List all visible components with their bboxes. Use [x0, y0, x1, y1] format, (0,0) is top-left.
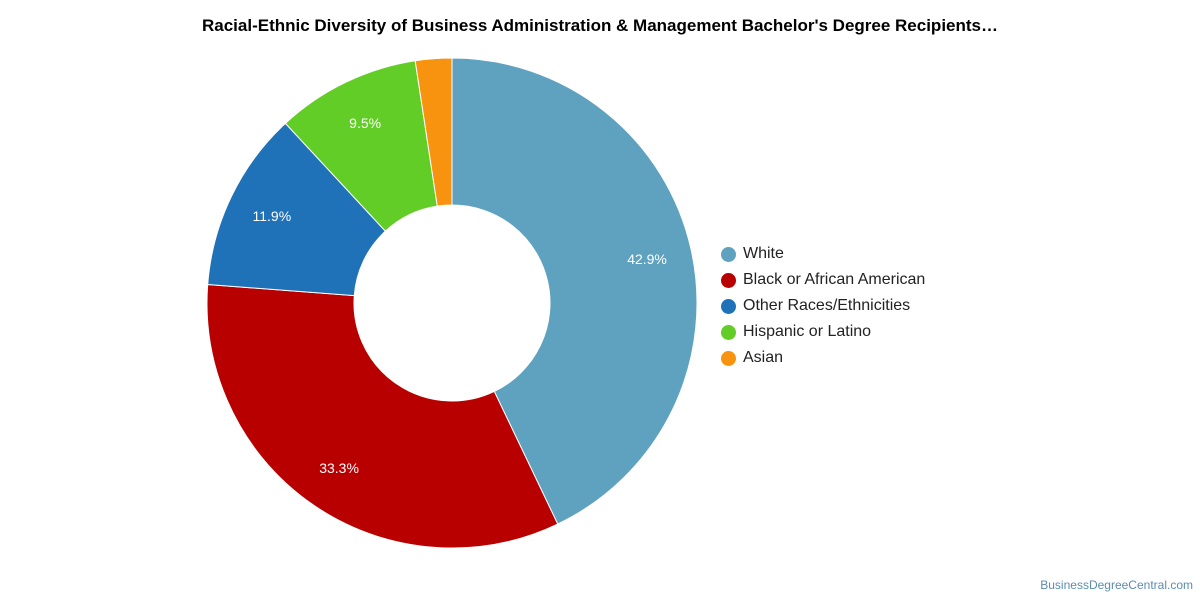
legend-item-asian[interactable]: Asian: [721, 345, 925, 371]
legend-label: Other Races/Ethnicities: [743, 297, 911, 314]
chart-title: Racial-Ethnic Diversity of Business Admi…: [201, 16, 998, 35]
legend-label: Hispanic or Latino: [743, 323, 872, 340]
slice-label-group: 42.9% 33.3% 11.9% 9.5%: [253, 115, 667, 476]
legend-swatch: [721, 324, 736, 340]
slice-label-other-races-ethnicities: 11.9%: [253, 208, 292, 224]
slice-other-races-ethnicities[interactable]: [207, 122, 387, 297]
legend-swatch: [721, 350, 736, 366]
slice-group: [206, 57, 698, 549]
legend-swatch: [721, 272, 736, 288]
slice-white[interactable]: [451, 57, 698, 525]
legend: White Black or African American Other Race…: [721, 241, 925, 371]
slice-label-hispanic-or-latino: 9.5%: [349, 115, 381, 131]
legend-swatch: [721, 246, 736, 262]
slice-label-white: 42.9%: [627, 251, 667, 267]
legend-item-white[interactable]: White: [721, 241, 925, 267]
slice-black-or-african-american[interactable]: [206, 284, 559, 549]
slice-label-black-or-african-american: 33.3%: [319, 460, 359, 476]
slice-asian[interactable]: [414, 57, 453, 207]
legend-swatch: [721, 298, 736, 314]
legend-label: Asian: [743, 349, 784, 366]
legend-item-black-or-african-american[interactable]: Black or African American: [721, 267, 925, 293]
legend-label: White: [743, 245, 784, 262]
legend-item-hispanic-or-latino[interactable]: Hispanic or Latino: [721, 319, 925, 345]
legend-label: Black or African American: [743, 271, 926, 288]
source-watermark[interactable]: BusinessDegreeCentral.com: [1040, 578, 1193, 592]
legend-item-other-races-ethnicities[interactable]: Other Races/Ethnicities: [721, 293, 925, 319]
